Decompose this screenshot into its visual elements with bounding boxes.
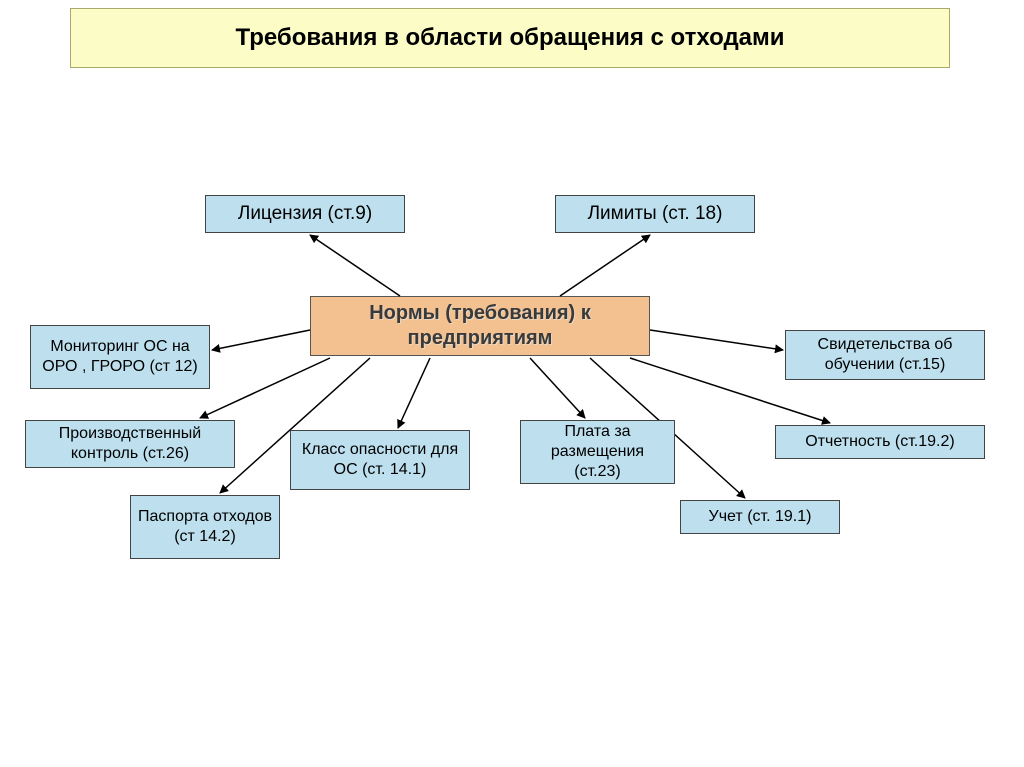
node-klass: Класс опасности для ОС (ст. 14.1) bbox=[290, 430, 470, 490]
center-node: Нормы (требования) к предприятиям bbox=[310, 296, 650, 356]
node-uchet: Учет (ст. 19.1) bbox=[680, 500, 840, 534]
node-prod: Производственный контроль (ст.26) bbox=[25, 420, 235, 468]
edge-lim bbox=[560, 235, 650, 296]
node-svid-label: Свидетельства об обучении (ст.15) bbox=[792, 335, 978, 375]
node-mon-label: Мониторинг ОС на ОРО , ГРОРО (ст 12) bbox=[37, 337, 203, 377]
node-lim: Лимиты (ст. 18) bbox=[555, 195, 755, 233]
diagram-canvas: Требования в области обращения с отходам… bbox=[0, 0, 1024, 767]
node-otch-label: Отчетность (ст.19.2) bbox=[805, 432, 954, 452]
edge-prod bbox=[200, 358, 330, 418]
center-node-text: Нормы (требования) к предприятиям bbox=[317, 301, 643, 351]
diagram-title-text: Требования в области обращения с отходам… bbox=[235, 24, 784, 52]
node-lic: Лицензия (ст.9) bbox=[205, 195, 405, 233]
node-klass-label: Класс опасности для ОС (ст. 14.1) bbox=[297, 440, 463, 480]
edge-mon bbox=[212, 330, 310, 350]
node-svid: Свидетельства об обучении (ст.15) bbox=[785, 330, 985, 380]
node-pasp-label: Паспорта отходов (ст 14.2) bbox=[137, 507, 273, 547]
node-plata: Плата за размещения (ст.23) bbox=[520, 420, 675, 484]
node-lic-label: Лицензия (ст.9) bbox=[238, 202, 372, 226]
node-pasp: Паспорта отходов (ст 14.2) bbox=[130, 495, 280, 559]
edge-plata bbox=[530, 358, 585, 418]
node-prod-label: Производственный контроль (ст.26) bbox=[32, 424, 228, 464]
node-uchet-label: Учет (ст. 19.1) bbox=[709, 507, 812, 527]
diagram-title: Требования в области обращения с отходам… bbox=[70, 8, 950, 68]
node-lim-label: Лимиты (ст. 18) bbox=[588, 202, 723, 226]
edge-lic bbox=[310, 235, 400, 296]
node-otch: Отчетность (ст.19.2) bbox=[775, 425, 985, 459]
edge-svid bbox=[650, 330, 783, 350]
node-plata-label: Плата за размещения (ст.23) bbox=[527, 422, 668, 482]
node-mon: Мониторинг ОС на ОРО , ГРОРО (ст 12) bbox=[30, 325, 210, 389]
edge-klass bbox=[398, 358, 430, 428]
